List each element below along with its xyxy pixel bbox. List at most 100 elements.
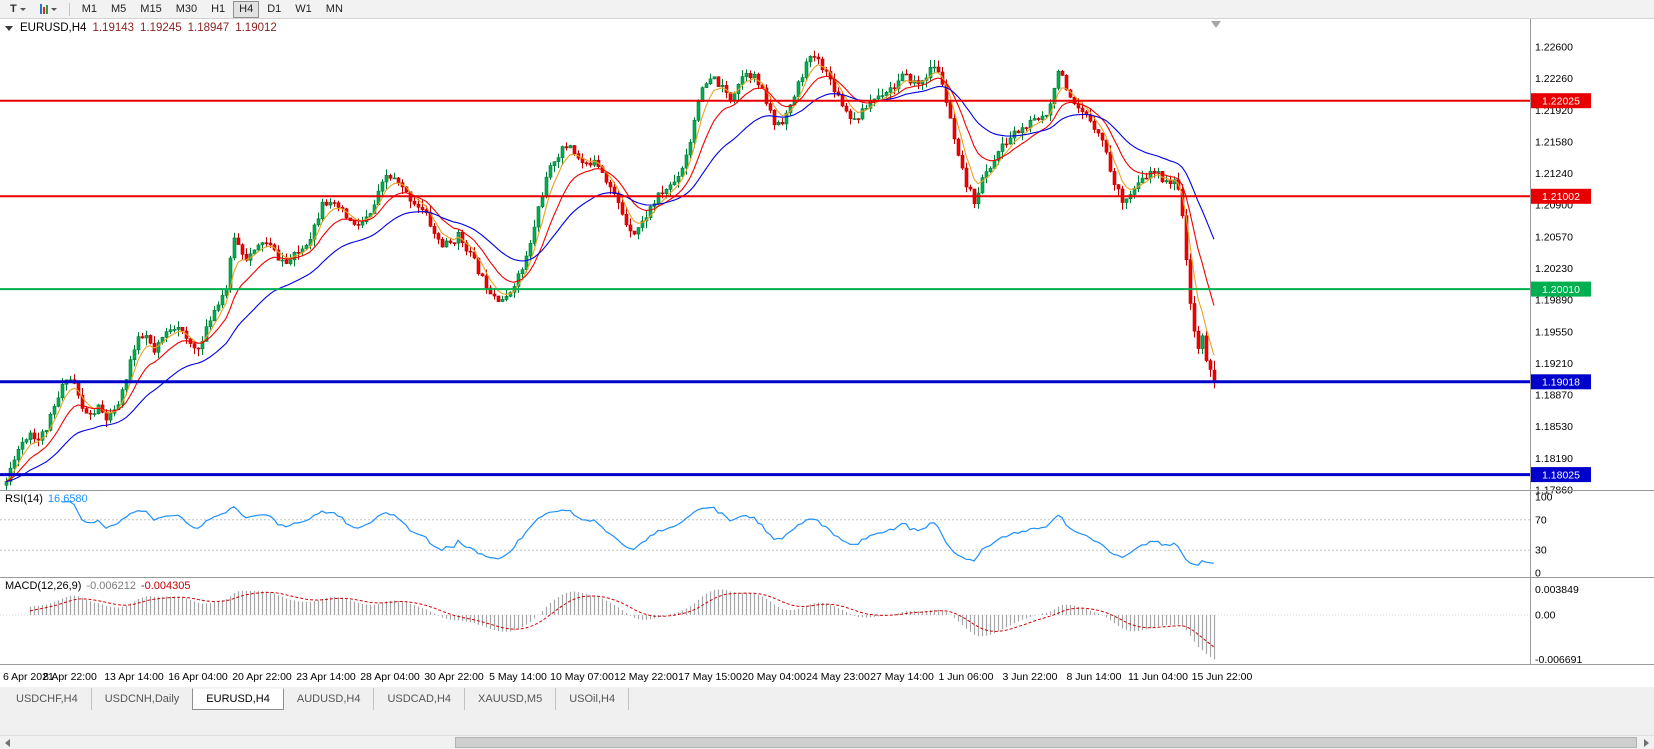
rsi-indicator-label: RSI(14) 16.6580 [5,493,88,505]
timeframe-button-m15[interactable]: M15 [140,3,162,15]
one-click-trading-toggle[interactable] [5,25,13,31]
price-tag-label: 1.19018 [1542,377,1580,389]
price-axis-label: 1.21240 [1535,168,1573,180]
moving-average-5 [5,64,1215,482]
date-axis-label: 20 May 04:00 [742,671,806,683]
price-tag-label: 1.18025 [1542,469,1580,481]
timeframe-button-d1[interactable]: D1 [267,3,282,15]
scroll-left-arrow[interactable] [0,736,15,749]
timeframe-button-h1[interactable]: H1 [211,3,226,15]
timeframe-button-h4[interactable]: H4 [233,0,260,18]
price-axis-label: 1.19550 [1535,326,1573,338]
macd-axis-label: 0.003849 [1535,584,1579,596]
timeframe-button-m30[interactable]: M30 [175,3,198,15]
horizontal-scrollbar[interactable] [0,735,1654,749]
date-axis-label: 10 May 07:00 [550,671,614,683]
top-toolbar: T M1 M5 M15 M30 H1 H4 D1 W1 MN [0,0,1654,19]
scroll-right-arrow[interactable] [1639,736,1654,749]
chevron-down-icon [19,7,26,11]
low-value: 1.18947 [187,22,230,34]
date-axis-label: 30 Apr 22:00 [424,671,484,683]
rsi-panel: 100 70 30 0 [0,492,1553,580]
tab-xauusd-m5[interactable]: XAUUSD,M5 [465,688,557,710]
scrollbar-thumb[interactable] [455,737,1637,748]
date-axis-label: 28 Apr 04:00 [360,671,420,683]
price-axis-label: 1.20570 [1535,231,1573,243]
text-tool-label: T [10,3,17,15]
date-axis-label: 6 Apr 2021 [3,671,54,683]
price-tag [1531,281,1591,297]
macd-indicator-label: MACD(12,26,9) -0.006212 -0.004305 [5,580,191,592]
chart-shift-marker[interactable] [1211,21,1221,28]
date-axis-label: 11 Jun 04:00 [1128,671,1188,683]
date-axis-label: 12 May 22:00 [614,671,678,683]
open-value: 1.19143 [92,22,135,34]
objects-tool-button[interactable] [34,1,63,18]
candlestick-series [4,50,1217,490]
text-tool-button[interactable]: T [4,1,32,18]
symbol-label: EURUSD,H4 [20,22,87,34]
chart-window[interactable]: 100 70 30 0 0.003849 0.00 -0.006691 1.22600 1.22… [0,19,1654,687]
macd-signal-value: -0.004305 [140,580,191,592]
date-axis-label: 27 May 14:00 [870,671,934,683]
tab-usdcnh-daily[interactable]: USDCNH,Daily [92,688,194,710]
date-axis-label: 8 Jun 14:00 [1067,671,1122,683]
rsi-axis-label: 0 [1535,568,1541,580]
rsi-line [61,501,1215,566]
date-axis-label: 15 Jun 22:00 [1192,671,1253,683]
tab-usdcad-h4[interactable]: USDCAD,H4 [374,688,466,710]
timeframe-button-mn[interactable]: MN [325,3,343,15]
chevron-down-icon [50,7,57,11]
date-axis-label: 20 Apr 22:00 [232,671,292,683]
price-tag-label: 1.20010 [1542,284,1580,296]
close-value: 1.19012 [235,22,277,34]
price-tag-label: 1.21002 [1542,191,1580,203]
moving-average-30 [5,85,1215,483]
tab-usoil-h4[interactable]: USOil,H4 [556,688,630,710]
right-triangle-icon [1644,738,1649,747]
price-axis: 1.226001.222601.219201.215801.212401.209… [1531,42,1591,497]
macd-main-value: -0.006212 [86,580,136,592]
price-tag [1531,374,1591,390]
macd-name: MACD(12,26,9) [5,580,82,592]
tab-usdchf-h4[interactable]: USDCHF,H4 [3,688,92,710]
date-axis-label: 1 Jun 06:00 [939,671,994,683]
timeframe-button-m1[interactable]: M1 [81,3,98,15]
price-axis-label: 1.22600 [1535,42,1573,54]
rsi-axis-label: 100 [1535,492,1553,504]
macd-panel: 0.003849 0.00 -0.006691 [0,584,1582,666]
main-price-panel [0,50,1530,490]
price-axis-label: 1.20230 [1535,263,1573,275]
price-tag [1531,93,1591,109]
macd-signal-line [29,591,1215,648]
price-tag [1531,467,1591,483]
price-axis-label: 1.19210 [1535,358,1573,370]
timeframe-button-m5[interactable]: M5 [111,3,127,15]
moving-average-12 [5,75,1215,482]
rsi-name: RSI(14) [5,493,43,505]
chart-title: EURUSD,H4 1.19143 1.19245 1.18947 1.1901… [5,22,277,34]
left-triangle-icon [5,738,10,747]
price-axis-label: 1.18530 [1535,421,1573,433]
tab-eurusd-h4[interactable]: EURUSD,H4 [192,688,284,710]
date-axis-label: 13 Apr 14:00 [104,671,164,683]
price-axis-label: 1.21580 [1535,136,1573,148]
price-axis-label: 1.18870 [1535,390,1573,402]
macd-axis-label: 0.00 [1535,610,1556,622]
rsi-axis-label: 30 [1535,545,1547,557]
date-axis-label: 3 Jun 22:00 [1003,671,1058,683]
price-tag [1531,188,1591,204]
rsi-value: 16.6580 [47,493,88,505]
date-axis-label: 5 May 14:00 [489,671,547,683]
price-axis-label: 1.19890 [1535,295,1573,307]
price-axis-label: 1.22260 [1535,73,1573,85]
macd-axis-label: -0.006691 [1535,654,1582,666]
date-axis-label: 24 May 23:00 [806,671,870,683]
tab-audusd-h4[interactable]: AUDUSD,H4 [284,688,375,710]
date-axis-label: 17 May 15:00 [678,671,742,683]
price-tag-label: 1.22025 [1542,96,1580,108]
timeframe-button-w1[interactable]: W1 [295,3,312,15]
chart-canvas[interactable]: 100 70 30 0 0.003849 0.00 -0.006691 1.22600 1.22… [0,19,1654,687]
high-value: 1.19245 [140,22,182,34]
